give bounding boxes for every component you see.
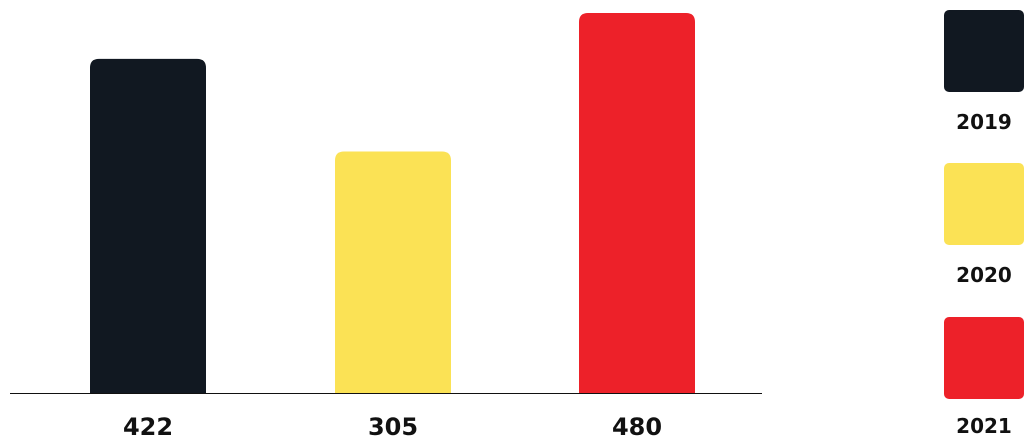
bars-group: [90, 12, 695, 394]
legend-swatch-2019: [944, 10, 1024, 92]
legend-label-2020: 2020: [956, 263, 1012, 287]
bar-2021: [579, 12, 695, 393]
bar-2020: [335, 151, 451, 393]
legend-label-2021: 2021: [956, 414, 1012, 438]
legend-swatch-2020: [944, 163, 1024, 245]
value-label-2020: 305: [368, 413, 418, 441]
bar-2019: [90, 58, 206, 394]
legend-label-2019: 2019: [956, 110, 1012, 134]
value-labels-group: 422 305 480: [123, 413, 662, 441]
value-label-2019: 422: [123, 413, 173, 441]
legend-swatch-2021: [944, 317, 1024, 399]
legend: 2019 2020 2021: [944, 10, 1024, 438]
value-label-2021: 480: [612, 413, 662, 441]
